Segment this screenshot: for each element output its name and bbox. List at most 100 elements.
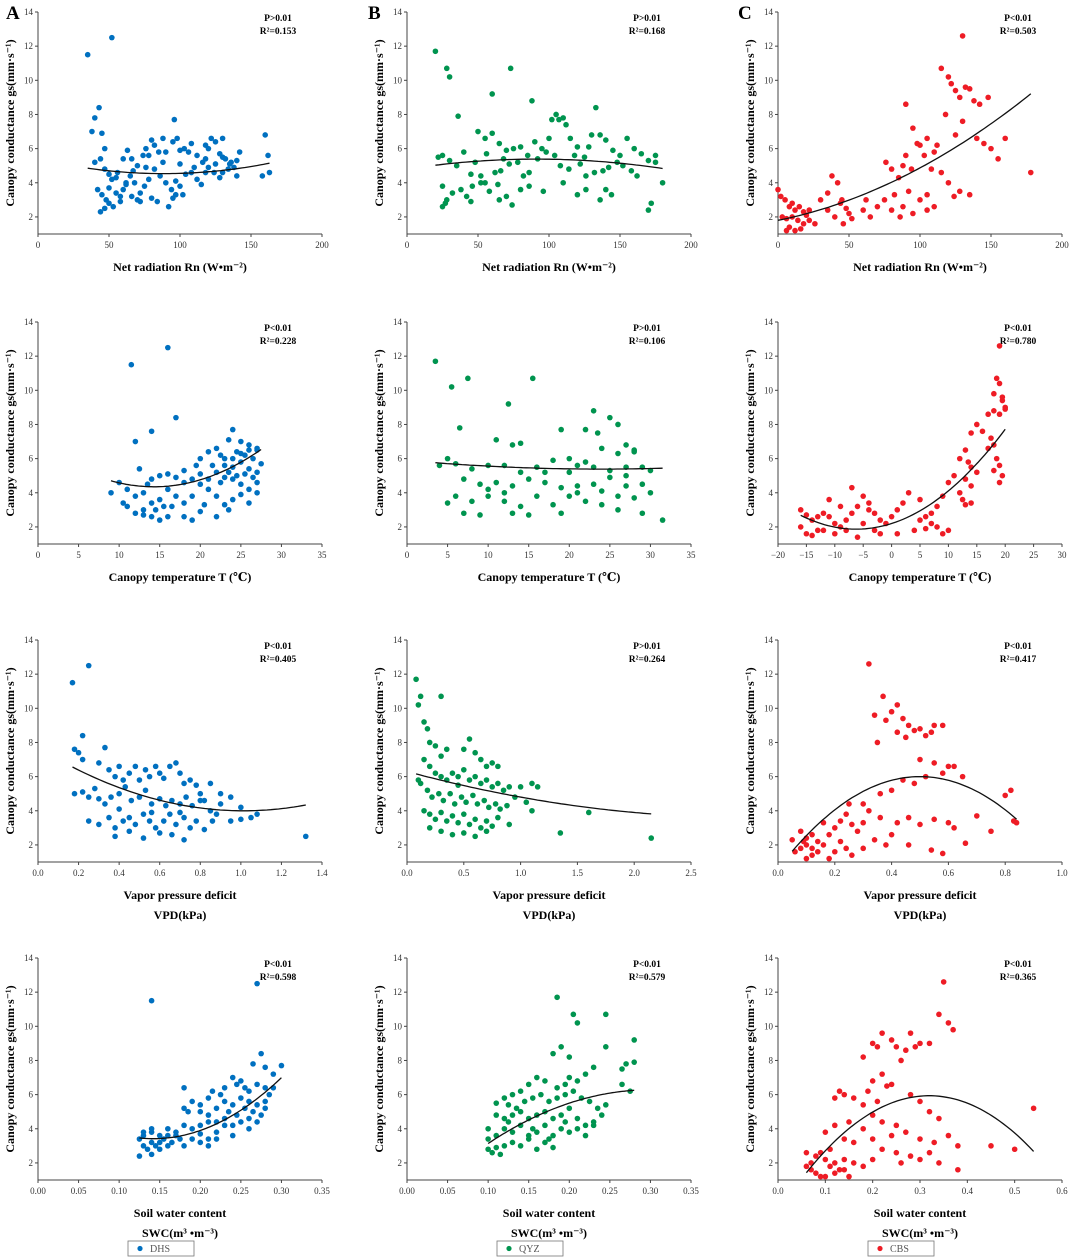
data-point bbox=[229, 1122, 236, 1129]
x-tick-label: 0.4 bbox=[962, 1186, 974, 1196]
data-point bbox=[415, 702, 422, 708]
data-point bbox=[841, 1156, 848, 1163]
data-point bbox=[92, 785, 98, 792]
panel-2-qyz: 2 4 6 8 10 12 14 0 50 100 150 200 Net radiation Rn (… bbox=[372, 7, 698, 274]
data-point bbox=[180, 191, 186, 198]
data-point bbox=[197, 508, 204, 515]
data-point bbox=[922, 525, 929, 532]
data-point bbox=[148, 513, 155, 520]
data-point bbox=[455, 819, 461, 826]
data-point bbox=[554, 1084, 560, 1091]
data-point bbox=[893, 1044, 900, 1050]
data-point bbox=[931, 1139, 937, 1146]
data-point bbox=[562, 1091, 569, 1098]
data-point bbox=[846, 1119, 852, 1125]
data-point bbox=[898, 1057, 904, 1064]
data-point bbox=[585, 809, 592, 816]
data-point bbox=[198, 181, 205, 188]
data-point bbox=[1013, 819, 1020, 826]
data-point bbox=[648, 835, 655, 841]
data-point bbox=[222, 156, 229, 162]
data-point bbox=[96, 796, 102, 802]
data-point bbox=[928, 847, 935, 853]
data-point bbox=[205, 1136, 212, 1142]
data-point bbox=[1030, 1105, 1037, 1112]
data-point bbox=[140, 1143, 147, 1149]
data-point bbox=[489, 130, 496, 137]
data-point bbox=[96, 104, 102, 111]
data-point bbox=[558, 1044, 564, 1050]
data-point bbox=[458, 186, 464, 193]
data-point bbox=[238, 438, 244, 445]
x-tick-label: 0.4 bbox=[886, 868, 898, 878]
data-point bbox=[534, 1129, 540, 1135]
data-point bbox=[495, 814, 501, 821]
data-point bbox=[101, 205, 108, 212]
data-point bbox=[156, 1146, 163, 1153]
data-point bbox=[550, 1144, 556, 1151]
data-point bbox=[850, 1139, 857, 1146]
x-tick-label: 15 bbox=[524, 550, 534, 560]
data-point bbox=[112, 773, 118, 780]
data-point bbox=[113, 190, 119, 196]
legend-box bbox=[496, 1240, 564, 1257]
data-point bbox=[582, 1071, 589, 1077]
data-point bbox=[597, 197, 603, 203]
data-point bbox=[122, 784, 129, 790]
y-tick-label: 6 bbox=[398, 454, 403, 464]
data-point bbox=[849, 852, 855, 858]
data-point bbox=[600, 168, 606, 174]
x-axis-label: Canopy temperature T (℃) bbox=[478, 570, 621, 584]
y-tick-label: 6 bbox=[29, 772, 34, 782]
data-point bbox=[246, 466, 252, 472]
data-point bbox=[148, 137, 155, 143]
data-point bbox=[477, 481, 483, 488]
data-point bbox=[792, 227, 798, 234]
y-tick-label: 2 bbox=[398, 212, 403, 222]
data-point bbox=[866, 500, 872, 506]
data-point bbox=[809, 852, 815, 858]
data-point bbox=[871, 527, 878, 534]
data-point bbox=[832, 1160, 838, 1166]
data-point bbox=[1002, 135, 1008, 142]
y-tick-label: 8 bbox=[29, 737, 34, 747]
data-point bbox=[529, 375, 536, 382]
data-point bbox=[92, 115, 98, 121]
data-point bbox=[566, 455, 573, 462]
data-point bbox=[1011, 1146, 1018, 1153]
data-point bbox=[197, 797, 204, 804]
data-point bbox=[189, 1125, 195, 1132]
data-point bbox=[550, 501, 556, 508]
data-point bbox=[509, 1129, 516, 1135]
data-point bbox=[173, 414, 179, 421]
data-point bbox=[939, 530, 946, 537]
r-squared-label: R²=0.153 bbox=[260, 27, 297, 37]
data-point bbox=[154, 198, 161, 205]
data-point bbox=[860, 845, 866, 852]
data-point bbox=[248, 814, 254, 821]
data-point bbox=[205, 145, 212, 152]
y-tick-label: 2 bbox=[398, 1158, 403, 1168]
data-point bbox=[169, 503, 175, 510]
data-point bbox=[234, 1081, 240, 1088]
data-point bbox=[140, 152, 146, 159]
data-point bbox=[173, 493, 179, 499]
data-point bbox=[820, 527, 827, 534]
data-point bbox=[936, 1011, 942, 1018]
data-point bbox=[254, 1102, 260, 1108]
legend-box bbox=[867, 1240, 935, 1257]
data-point bbox=[112, 825, 118, 831]
data-point bbox=[911, 527, 918, 534]
data-point bbox=[489, 760, 496, 766]
data-point bbox=[837, 838, 844, 845]
r-squared-label: R²=0.417 bbox=[1000, 655, 1037, 665]
r-squared-label: R²=0.228 bbox=[260, 337, 297, 347]
data-point bbox=[795, 217, 801, 224]
data-point bbox=[849, 484, 855, 491]
data-point bbox=[221, 1084, 228, 1091]
data-point bbox=[905, 489, 912, 496]
data-point bbox=[421, 756, 427, 763]
data-point bbox=[500, 787, 507, 794]
data-point bbox=[181, 780, 187, 787]
data-point bbox=[962, 447, 969, 453]
